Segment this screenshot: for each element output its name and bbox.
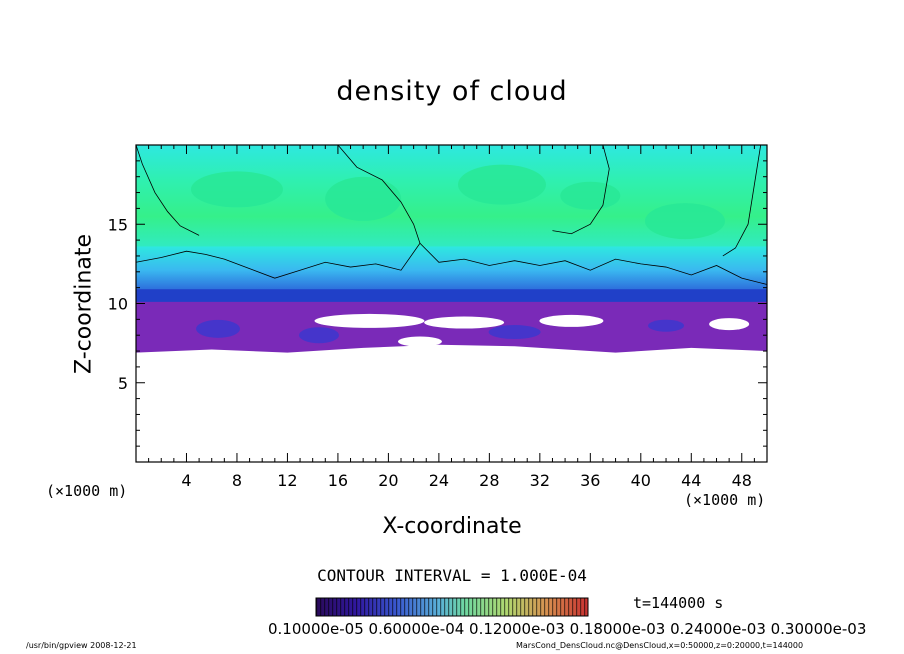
cloud-base-band xyxy=(136,289,767,304)
green-blob-5 xyxy=(560,181,621,210)
core-spot-1 xyxy=(196,319,241,338)
colorbar-labels: 0.10000e-05 0.60000e-04 0.12000e-03 0.18… xyxy=(268,620,867,638)
y-tick-label-5: 5 xyxy=(118,374,128,393)
colorbar xyxy=(315,597,589,617)
x-tick-label-48: 48 xyxy=(732,471,752,490)
contour-swirl-3 xyxy=(722,145,762,257)
green-blob-2 xyxy=(325,176,402,221)
x-tick-label-32: 32 xyxy=(530,471,550,490)
contour-interval: CONTOUR INTERVAL = 1.000E-04 xyxy=(317,566,587,585)
y-axis-label: Z-coordinate xyxy=(71,234,97,374)
cloud-density-field xyxy=(136,145,767,353)
x-unit-label: (×1000 m) xyxy=(684,491,766,509)
chart-title: density of cloud xyxy=(336,76,568,107)
x-tick-label-36: 36 xyxy=(580,471,600,490)
contour-lines xyxy=(136,145,767,285)
core-spot-3 xyxy=(488,325,541,340)
y-tick-label-15: 15 xyxy=(108,215,128,234)
clear-gap-2 xyxy=(424,316,505,329)
x-axis-ticks: 4 8 12 16 20 24 28 32 36 40 44 48 xyxy=(148,145,755,490)
y-axis-ticks: 5 10 15 xyxy=(108,160,767,447)
y-tick-label-10: 10 xyxy=(108,295,128,314)
contour-swirl-1 xyxy=(337,145,421,244)
x-tick-label-8: 8 xyxy=(232,471,242,490)
x-tick-label-44: 44 xyxy=(681,471,701,490)
clear-gap-3 xyxy=(539,314,604,327)
x-tick-label-40: 40 xyxy=(631,471,651,490)
contour-left xyxy=(136,145,200,236)
green-blob-3 xyxy=(457,164,546,205)
green-blob-4 xyxy=(644,203,725,240)
core-spot-4 xyxy=(648,319,685,332)
footer-source: MarsCond_DensCloud.nc@DensCloud,x=0:5000… xyxy=(516,641,804,650)
x-tick-label-20: 20 xyxy=(378,471,398,490)
x-tick-label-24: 24 xyxy=(429,471,449,490)
z-unit-label: (×1000 m) xyxy=(46,482,128,500)
colorbar-hatch xyxy=(316,598,588,616)
x-axis-label: X-coordinate xyxy=(382,514,522,539)
mid-cloud-layer xyxy=(136,246,767,294)
x-tick-label-16: 16 xyxy=(328,471,348,490)
clear-gap-4 xyxy=(709,318,750,331)
green-blob-1 xyxy=(190,171,283,208)
clear-gap-5 xyxy=(397,336,442,347)
x-tick-label-28: 28 xyxy=(479,471,499,490)
time-label: t=144000 s xyxy=(633,594,724,612)
colorbar-frame xyxy=(315,597,589,617)
clear-gap-1 xyxy=(314,313,425,328)
x-tick-label-12: 12 xyxy=(277,471,297,490)
contour-swirl-2 xyxy=(552,145,610,235)
contour-main xyxy=(136,242,767,285)
footer-program: /usr/bin/gpview 2008-12-21 xyxy=(26,641,137,650)
x-tick-label-4: 4 xyxy=(181,471,191,490)
core-spot-2 xyxy=(298,327,339,344)
